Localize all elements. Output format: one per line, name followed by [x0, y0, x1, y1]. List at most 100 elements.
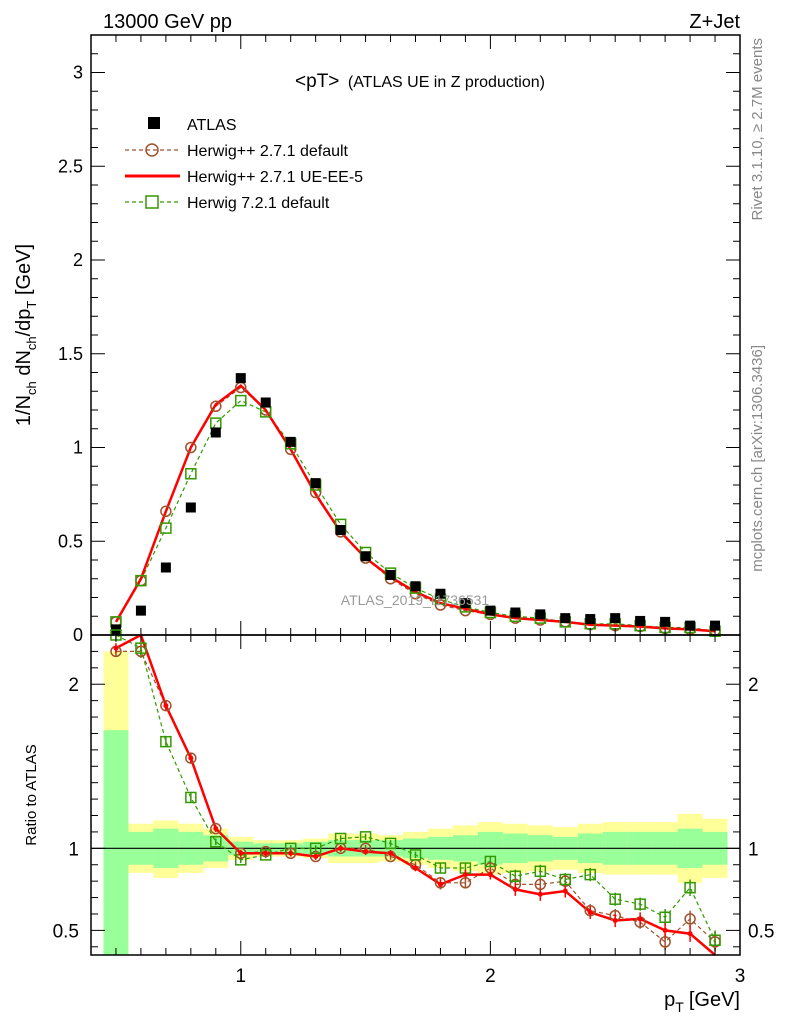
ratio-point-herwig-default: [684, 913, 696, 925]
point-atlas: [360, 551, 371, 562]
ratio-point-ueee5: [238, 850, 244, 856]
point-atlas: [460, 598, 471, 609]
x-tick-label: 2: [485, 966, 496, 987]
point-atlas: [310, 478, 321, 489]
ratio-point-herwig7: [259, 849, 272, 861]
point-herwig-default: [210, 400, 222, 412]
title-main: <pT>: [295, 71, 339, 92]
legend-herwig7-marker: [145, 195, 159, 209]
ratio-point-herwig7: [409, 849, 422, 861]
point-herwig7: [235, 394, 247, 407]
point-atlas: [285, 436, 296, 447]
ratio-point-ueee5: [163, 703, 169, 709]
point-atlas: [260, 397, 271, 408]
ratio-y-tick-label-right: 2: [748, 675, 759, 696]
point-atlas: [585, 614, 596, 625]
ratio-line-ueee5: [115, 633, 716, 956]
x-axis-title: pT [GeV]: [664, 989, 740, 1015]
point-atlas: [560, 613, 571, 624]
point-atlas: [685, 620, 696, 631]
ratio-point-ueee5: [612, 918, 618, 924]
ratio-point-herwig-default: [584, 904, 596, 917]
point-herwig7: [160, 522, 172, 534]
ratio-point-ueee5: [188, 755, 194, 761]
ratio-y-tick-label-right: 0.5: [748, 921, 774, 942]
point-atlas: [660, 616, 671, 627]
legend: ATLAS Herwig++ 2.7.1 default Herwig++ 2.…: [125, 117, 363, 212]
y-tick-label: 3: [73, 63, 83, 83]
point-herwig7: [185, 468, 197, 480]
ratio-ticks: 0.5 0.5 1 1 2 2 1 2 3: [53, 635, 774, 987]
ratio-point-ueee5: [413, 865, 418, 871]
ratio-point-ueee5: [288, 850, 294, 856]
legend-label-atlas: ATLAS: [187, 117, 237, 134]
x-tick-label: 3: [735, 966, 746, 987]
ratio-point-ueee5: [213, 826, 219, 832]
ratio-y-tick-label: 0.5: [53, 921, 79, 942]
ratio-point-ueee5: [562, 888, 568, 894]
point-atlas: [210, 427, 221, 438]
y-tick-label: 2.5: [58, 156, 83, 176]
ratio-point-herwig-default: [659, 936, 671, 948]
ratio-point-herwig-default: [185, 752, 197, 764]
ratio-y-tick-label: 1: [68, 839, 79, 860]
ratio-point-herwig7: [434, 862, 447, 874]
ratio-point-ueee5: [113, 645, 119, 651]
ratio-point-herwig-default: [459, 877, 472, 889]
ratio-point-ueee5: [687, 931, 693, 937]
rivet-label: Rivet 3.1.10, ≥ 2.7M events: [749, 38, 766, 221]
ratio-point-herwig-default: [210, 822, 222, 835]
x-axis-title-main: p: [664, 989, 675, 1011]
x-axis-title-unit: [GeV]: [689, 989, 740, 1011]
ratio-point-herwig7: [684, 881, 696, 894]
ratio-line-herwig7: [115, 634, 716, 941]
y-tick-label: 0.5: [58, 531, 83, 551]
point-herwig-default: [160, 505, 172, 517]
ratio-point-ueee5: [338, 845, 344, 851]
ratio-point-herwig7: [359, 831, 372, 843]
ratio-point-herwig7: [210, 836, 222, 848]
y-tick-label: 0: [73, 625, 83, 645]
y-tick-label: 1.5: [58, 344, 83, 364]
legend-label-ueee5: Herwig++ 2.7.1 UE-EE-5: [187, 169, 363, 186]
x-axis-title-sub: T: [675, 999, 684, 1015]
ratio-point-herwig7: [160, 735, 172, 748]
ratio-point-ueee5: [487, 872, 493, 878]
legend-label-herwig-default: Herwig++ 2.7.1 default: [187, 143, 349, 160]
ratio-point-herwig7: [634, 898, 646, 910]
ratio-point-herwig7: [484, 855, 497, 868]
point-atlas: [235, 373, 246, 384]
energy-label: 13000 GeV pp: [103, 11, 232, 33]
ratio-point-herwig7: [584, 868, 596, 881]
point-atlas: [535, 609, 546, 620]
ratio-point-herwig-default: [235, 847, 247, 860]
title-sub: (ATLAS UE in Z production): [348, 74, 545, 91]
point-atlas: [635, 615, 646, 626]
ratio-line-herwig-default: [116, 650, 716, 943]
y-tick-label: 1: [73, 438, 83, 458]
point-atlas: [385, 570, 396, 580]
ratio-point-ueee5: [437, 881, 443, 887]
ratio-point-herwig-default: [160, 699, 172, 712]
analysis-tag: ATLAS_2019_I1736531: [341, 592, 490, 608]
point-atlas: [160, 562, 171, 573]
point-herwig7: [135, 574, 147, 587]
legend-atlas-marker: [148, 117, 160, 129]
ratio-point-herwig7: [309, 842, 322, 855]
y-axis-title: 1/Nch dNch/dpT [GeV]: [13, 244, 39, 426]
ratio-point-herwig-default: [434, 877, 447, 889]
y-tick-label: 2: [73, 250, 83, 270]
mcplots-label: mcplots.cern.ch [arXiv:1306.3436]: [749, 345, 766, 572]
point-atlas: [610, 613, 621, 624]
ratio-point-herwig7: [509, 870, 522, 882]
x-tick-label: 1: [235, 966, 246, 987]
plot-title: <pT> (ATLAS UE in Z production): [295, 71, 545, 92]
legend-herwig-default-marker: [145, 143, 159, 157]
ratio-y-tick-label-right: 1: [748, 839, 759, 860]
point-atlas: [335, 525, 346, 535]
ratio-point-ueee5: [263, 850, 269, 856]
point-atlas: [185, 502, 196, 513]
main-marks: [110, 373, 721, 637]
ratio-frame: [90, 634, 741, 956]
